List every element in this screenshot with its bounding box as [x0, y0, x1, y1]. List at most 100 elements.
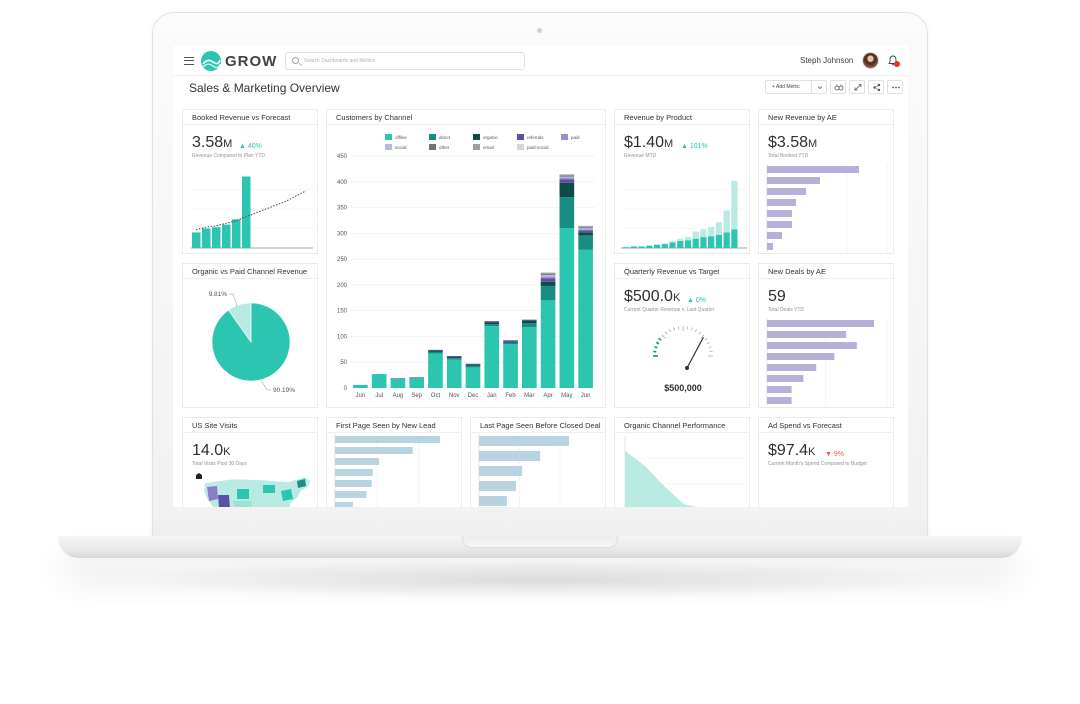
organic-vs-paid-card[interactable]: Organic vs Paid Channel Revenue 9.81% 90.… — [182, 263, 318, 408]
bar — [222, 224, 231, 248]
ad-spend-card[interactable]: Ad Spend vs Forecast $97.4K ▼ 9% Current… — [758, 417, 894, 507]
bar-top — [700, 229, 707, 238]
legend-label-other: other — [439, 145, 450, 150]
booked-revenue-card[interactable]: Booked Revenue vs Forecast 3.58M ▲ 40% R… — [182, 109, 318, 254]
us-site-visits-card[interactable]: US Site Visits 14.0K Total Visits Past 3… — [182, 417, 318, 507]
binoculars-button[interactable] — [830, 80, 846, 94]
bar-organic — [465, 364, 481, 366]
bar-base — [731, 229, 738, 248]
new-revenue-ae-bar-chart — [766, 164, 888, 252]
search-box[interactable] — [285, 52, 525, 70]
bar-direct — [559, 197, 575, 229]
fullscreen-button[interactable] — [849, 80, 865, 94]
bar-base — [715, 234, 723, 248]
menu-icon[interactable] — [184, 57, 194, 65]
bar — [335, 447, 413, 454]
bar-base — [684, 240, 692, 248]
bar-social — [578, 228, 593, 230]
quarterly-revenue-card[interactable]: Quarterly Revenue vs Target $500.0K ▲ 0%… — [614, 263, 750, 408]
bar — [767, 397, 792, 404]
bar-top — [723, 210, 730, 233]
gauge-tick — [661, 334, 666, 339]
quarterly-gauge: $500,000 — [653, 326, 713, 393]
bar — [767, 353, 835, 360]
bar-top — [692, 231, 699, 239]
organic-channel-performance-card[interactable]: Organic Channel Performance — [614, 417, 750, 507]
metric-number: 59 — [768, 288, 786, 305]
avatar[interactable] — [862, 52, 879, 69]
customers-stacked-bar-chart: offline direct organic referrals paid social o… — [337, 134, 595, 399]
first-page-seen-card[interactable]: First Page Seen by New Lead — [326, 417, 462, 507]
legend-label-organic: organic — [483, 135, 499, 140]
new-deals-by-ae-card[interactable]: New Deals by AE 59 Total Deals YTD — [758, 263, 894, 408]
more-button[interactable] — [887, 80, 903, 94]
bar — [232, 219, 241, 248]
share-button[interactable] — [868, 80, 884, 94]
bar-paid-social — [540, 272, 556, 274]
bar-referrals — [446, 356, 462, 358]
bar-paid-social — [578, 225, 593, 227]
top-bar: GROW Steph Johnson — [173, 46, 908, 76]
bar-base — [638, 246, 645, 248]
bar-offline — [353, 384, 368, 388]
user-name[interactable]: Steph Johnson — [800, 56, 854, 65]
bar-top — [684, 237, 692, 241]
gauge-tick — [700, 334, 705, 339]
bar-other — [540, 274, 556, 276]
y-tick-label: 450 — [337, 154, 348, 160]
search-input[interactable] — [304, 55, 519, 67]
organic-area-chart — [624, 436, 743, 507]
bar — [479, 496, 507, 506]
bar — [767, 364, 817, 371]
bar-offline — [503, 344, 518, 388]
bar-referrals — [540, 278, 556, 282]
bar-organic — [578, 232, 593, 236]
card-title: Organic Channel Performance — [615, 418, 749, 433]
new-revenue-by-ae-card[interactable]: New Revenue by AE $3.58M Total Booked YT… — [758, 109, 894, 254]
customers-by-channel-card[interactable]: Customers by Channel offline direct organi… — [326, 109, 606, 408]
grow-logo-icon[interactable] — [201, 51, 221, 71]
bar-top — [661, 243, 668, 245]
bar-social — [540, 275, 556, 277]
bar — [767, 232, 782, 239]
bar-social — [559, 176, 575, 178]
bar-email — [578, 226, 593, 228]
x-tick-label: Nov — [449, 393, 460, 399]
bar — [242, 176, 251, 248]
bar — [767, 375, 804, 382]
bar — [767, 320, 874, 327]
x-tick-label: Sep — [411, 393, 422, 399]
metric-subtitle: Current Quarter Revenue v. Last Quarter — [624, 307, 715, 313]
add-metric-dropdown[interactable] — [811, 80, 827, 94]
metric-delta: ▼ 9% — [825, 451, 844, 458]
gauge-tick — [673, 327, 675, 331]
card-title: Organic vs Paid Channel Revenue — [183, 264, 317, 279]
metric-subtitle: Revenue Compared to Plan YTD — [192, 153, 266, 159]
y-tick-label: 400 — [337, 180, 348, 186]
add-metric-button[interactable]: + Add Metric — [765, 80, 813, 94]
bar-offline — [390, 378, 406, 388]
metric-value: $3.58M — [768, 134, 817, 152]
bar-other — [559, 175, 575, 177]
gauge-tick — [694, 329, 697, 333]
card-title: First Page Seen by New Lead — [327, 418, 461, 433]
last-page-seen-card[interactable]: Last Page Seen Before Closed Deal — [470, 417, 606, 507]
revenue-by-product-card[interactable]: Revenue by Product $1.40M ▲ 101% Revenue… — [614, 109, 750, 254]
x-tick-label: May — [561, 393, 572, 399]
x-tick-label: Oct — [431, 393, 441, 399]
gauge-tick — [691, 327, 693, 331]
logo-text[interactable]: GROW — [225, 53, 278, 70]
share-icon — [873, 83, 881, 92]
gauge-needle — [686, 337, 704, 369]
bar-direct — [484, 324, 500, 327]
bar-paid — [540, 276, 556, 279]
bar-offline — [409, 377, 425, 388]
bar — [335, 491, 367, 498]
bar-base — [646, 245, 653, 248]
legend-label-paid-social: paid-social — [527, 145, 549, 150]
gauge-tick — [654, 345, 658, 349]
bar-offline — [578, 249, 593, 388]
bell-icon[interactable] — [888, 55, 898, 66]
last-page-bar-chart — [478, 434, 569, 507]
forecast-line — [195, 190, 307, 231]
